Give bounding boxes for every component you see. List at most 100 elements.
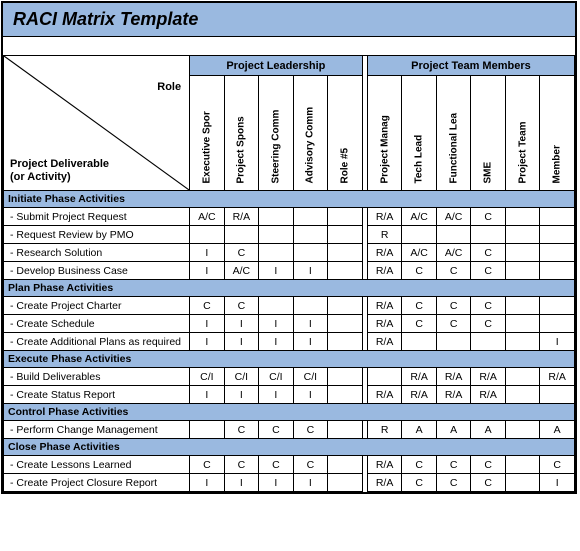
- activity-row: - Submit Project RequestA/CR/AR/AA/CA/CC: [4, 208, 575, 226]
- raci-cell: [505, 297, 540, 315]
- raci-cell: C: [436, 456, 471, 474]
- raci-cell: C: [540, 456, 575, 474]
- raci-cell: C: [436, 262, 471, 280]
- raci-cell: I: [540, 474, 575, 492]
- raci-cell: C: [293, 421, 328, 439]
- raci-cell: [328, 386, 363, 404]
- raci-cell: I: [259, 333, 294, 351]
- raci-cell: R: [367, 421, 402, 439]
- raci-cell: C: [436, 297, 471, 315]
- raci-cell: C: [471, 315, 506, 333]
- raci-cell: I: [190, 333, 225, 351]
- phase-row: Plan Phase Activities: [4, 280, 575, 297]
- raci-cell: R/A: [367, 208, 402, 226]
- raci-cell: [505, 474, 540, 492]
- raci-cell: A: [540, 421, 575, 439]
- raci-cell: [293, 297, 328, 315]
- raci-cell: [328, 474, 363, 492]
- raci-cell: C: [402, 297, 437, 315]
- raci-cell: R/A: [436, 386, 471, 404]
- raci-cell: [328, 226, 363, 244]
- raci-cell: [259, 226, 294, 244]
- raci-cell: I: [190, 386, 225, 404]
- corner-cell: Role Project Deliverable(or Activity): [4, 56, 190, 191]
- raci-cell: [540, 208, 575, 226]
- activity-label: - Request Review by PMO: [4, 226, 190, 244]
- raci-table: Role Project Deliverable(or Activity) Pr…: [3, 55, 575, 492]
- role-col-0: Executive Spor: [190, 76, 225, 191]
- activity-row: - Create Project Closure ReportIIIIR/ACC…: [4, 474, 575, 492]
- raci-cell: [402, 226, 437, 244]
- raci-cell: I: [190, 262, 225, 280]
- activity-row: - Develop Business CaseIA/CIIR/ACCC: [4, 262, 575, 280]
- raci-cell: [224, 226, 259, 244]
- activity-row: - Create ScheduleIIIIR/ACCC: [4, 315, 575, 333]
- raci-cell: I: [224, 474, 259, 492]
- phase-row: Execute Phase Activities: [4, 351, 575, 368]
- raci-cell: [259, 297, 294, 315]
- raci-cell: C: [402, 315, 437, 333]
- role-col-3: Advisory Comm: [293, 76, 328, 191]
- raci-cell: [540, 297, 575, 315]
- activity-label: - Create Status Report: [4, 386, 190, 404]
- raci-cell: [328, 421, 363, 439]
- raci-cell: C: [224, 456, 259, 474]
- activity-label: - Develop Business Case: [4, 262, 190, 280]
- activity-row: - Create Lessons LearnedCCCCR/ACCCC: [4, 456, 575, 474]
- raci-cell: A/C: [190, 208, 225, 226]
- raci-cell: [328, 333, 363, 351]
- raci-cell: R/A: [367, 333, 402, 351]
- raci-cell: I: [293, 474, 328, 492]
- corner-role-label: Role: [157, 81, 181, 93]
- raci-cell: C/I: [259, 368, 294, 386]
- raci-cell: C: [471, 262, 506, 280]
- phase-row: Initiate Phase Activities: [4, 191, 575, 208]
- activity-row: - Create Status ReportIIIIR/AR/AR/AR/A: [4, 386, 575, 404]
- corner-deliverable-label: Project Deliverable(or Activity): [10, 158, 109, 184]
- activity-label: - Build Deliverables: [4, 368, 190, 386]
- raci-cell: R/A: [367, 315, 402, 333]
- page-title: RACI Matrix Template: [13, 9, 565, 30]
- raci-cell: [328, 315, 363, 333]
- raci-cell: C: [224, 244, 259, 262]
- raci-cell: I: [293, 262, 328, 280]
- raci-cell: C/I: [190, 368, 225, 386]
- raci-cell: [471, 226, 506, 244]
- raci-cell: [328, 244, 363, 262]
- raci-cell: I: [293, 386, 328, 404]
- raci-cell: [402, 333, 437, 351]
- phase-row: Control Phase Activities: [4, 404, 575, 421]
- activity-row: - Perform Change ManagementCCCRAAAA: [4, 421, 575, 439]
- raci-cell: C: [471, 474, 506, 492]
- raci-cell: C: [471, 208, 506, 226]
- activity-row: - Create Additional Plans as requiredIII…: [4, 333, 575, 351]
- raci-cell: R/A: [367, 262, 402, 280]
- raci-cell: [505, 208, 540, 226]
- phase-label: Execute Phase Activities: [4, 351, 575, 368]
- raci-cell: [505, 226, 540, 244]
- group-header-leadership: Project Leadership: [190, 56, 363, 76]
- title-bar: RACI Matrix Template: [3, 3, 575, 37]
- raci-cell: [190, 421, 225, 439]
- group-header-row: Role Project Deliverable(or Activity) Pr…: [4, 56, 575, 76]
- matrix-body: Initiate Phase Activities - Submit Proje…: [4, 191, 575, 492]
- raci-cell: C: [190, 456, 225, 474]
- raci-cell: C: [436, 474, 471, 492]
- raci-cell: I: [293, 315, 328, 333]
- raci-cell: C: [402, 262, 437, 280]
- role-col-7: Functional Lea: [436, 76, 471, 191]
- raci-cell: C: [259, 421, 294, 439]
- raci-cell: [505, 333, 540, 351]
- raci-cell: C/I: [293, 368, 328, 386]
- raci-cell: A: [471, 421, 506, 439]
- role-col-8: SME: [471, 76, 506, 191]
- role-col-6: Tech Lead: [402, 76, 437, 191]
- role-col-1: Project Spons: [224, 76, 259, 191]
- raci-cell: I: [224, 333, 259, 351]
- raci-cell: [259, 208, 294, 226]
- raci-cell: [505, 244, 540, 262]
- raci-cell: A/C: [402, 244, 437, 262]
- raci-cell: I: [259, 386, 294, 404]
- raci-cell: R/A: [471, 368, 506, 386]
- role-col-10: Member: [540, 76, 575, 191]
